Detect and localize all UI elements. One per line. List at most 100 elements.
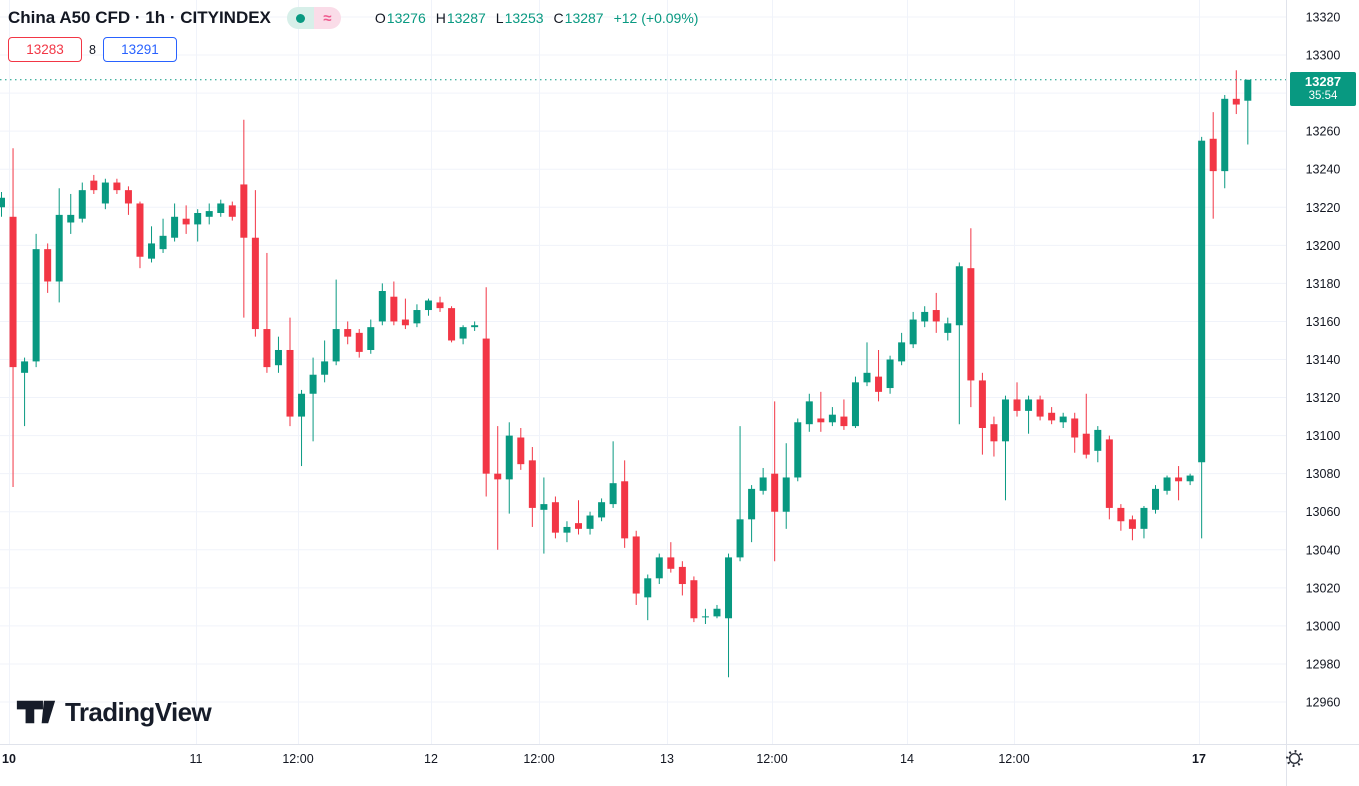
candle-body <box>182 218 190 225</box>
candle-body <box>528 460 536 508</box>
price-axis-label[interactable]: 13000 <box>1306 619 1341 633</box>
candle-body <box>1163 477 1171 491</box>
time-axis-label[interactable]: 12:00 <box>756 752 787 766</box>
price-axis-label[interactable]: 13300 <box>1306 49 1341 63</box>
candle-body <box>9 216 17 368</box>
open-label: O <box>374 10 386 26</box>
market-status-dot-icon <box>295 13 305 23</box>
time-axis-label[interactable]: 13 <box>660 752 674 766</box>
price-axis-label[interactable]: 12980 <box>1306 657 1341 671</box>
candle-body <box>55 214 63 282</box>
candle-body <box>517 437 525 465</box>
time-axis-label[interactable]: 12:00 <box>998 752 1029 766</box>
price-axis-label[interactable]: 13320 <box>1306 11 1341 25</box>
candle-body <box>1232 98 1240 105</box>
price-axis-label[interactable]: 13060 <box>1306 505 1341 519</box>
time-axis-label[interactable]: 17 <box>1192 752 1206 766</box>
candle-body <box>678 566 686 585</box>
symbol-title[interactable]: China A50 CFD · 1h · CITYINDEX <box>8 8 271 27</box>
candle-body <box>1209 138 1217 172</box>
price-axis-label[interactable]: 12960 <box>1306 696 1341 710</box>
high-label: H <box>435 10 446 26</box>
candle-body <box>898 342 906 362</box>
gear-icon <box>1286 750 1303 767</box>
time-axis-label[interactable]: 12:00 <box>523 752 554 766</box>
candle-body <box>828 414 836 423</box>
candle-body <box>713 608 721 617</box>
candle-body <box>1001 399 1009 442</box>
chart-header: China A50 CFD · 1h · CITYINDEX ≈ O 13276 … <box>8 7 698 29</box>
candle-body <box>436 302 444 309</box>
candle-body <box>1186 475 1194 482</box>
candle-body <box>540 504 548 510</box>
candle-body <box>1013 399 1021 411</box>
candle-body <box>21 361 29 373</box>
candle-body <box>194 212 202 225</box>
time-axis-settings-button[interactable] <box>1284 748 1305 769</box>
candle-body <box>944 323 952 333</box>
price-axis-label[interactable]: 13180 <box>1306 277 1341 291</box>
bar-countdown: 35:54 <box>1308 89 1338 102</box>
open-value: 13276 <box>386 10 426 26</box>
candle-body <box>344 329 352 337</box>
price-axis-label[interactable]: 13020 <box>1306 581 1341 595</box>
price-axis-label[interactable]: 13220 <box>1306 201 1341 215</box>
candle-body <box>690 580 698 619</box>
candle-body <box>321 361 329 375</box>
candle-body <box>332 329 340 362</box>
high-value: 13287 <box>446 10 486 26</box>
low-label: L <box>495 10 504 26</box>
candle-body <box>448 308 456 341</box>
candle-body <box>875 376 883 392</box>
price-axis-label[interactable]: 13040 <box>1306 543 1341 557</box>
ohlc-readout: O 13276 H 13287 L 13253 C 13287 +12 (+0.09%) <box>375 10 699 26</box>
price-axis-label[interactable]: 13120 <box>1306 391 1341 405</box>
low-value: 13253 <box>504 10 544 26</box>
candle-body <box>1117 507 1125 522</box>
candle-body <box>413 310 421 324</box>
bid-ask-row: 13283 8 13291 <box>8 37 177 62</box>
candle-body <box>148 243 156 259</box>
candle-body <box>217 203 225 213</box>
candle-body <box>851 382 859 427</box>
candle-body <box>909 319 917 345</box>
candle-body <box>748 488 756 520</box>
candle-body <box>1048 412 1056 421</box>
candle-body <box>955 266 963 326</box>
price-axis-label[interactable]: 13160 <box>1306 315 1341 329</box>
candle-body <box>78 190 86 219</box>
price-axis-label[interactable]: 13100 <box>1306 429 1341 443</box>
tradingview-logo-icon <box>16 700 56 724</box>
price-axis-label[interactable]: 13140 <box>1306 353 1341 367</box>
candle-body <box>1198 140 1206 463</box>
candle-body <box>644 578 652 598</box>
time-axis-label[interactable]: 12 <box>424 752 438 766</box>
candle-body <box>471 325 479 328</box>
spread-value: 8 <box>89 42 96 57</box>
candle-body <box>805 401 813 425</box>
candle-body <box>90 180 98 191</box>
candle-body <box>32 249 40 362</box>
tradingview-watermark[interactable]: TradingView <box>16 696 212 728</box>
candle-body <box>990 424 998 442</box>
price-axis-label[interactable]: 13080 <box>1306 467 1341 481</box>
candle-body <box>586 515 594 529</box>
time-axis-label[interactable]: 11 <box>190 752 203 766</box>
candle-body <box>401 319 409 326</box>
candle-body <box>632 536 640 594</box>
candle-body <box>621 481 629 539</box>
time-axis-label[interactable]: 12:00 <box>282 752 313 766</box>
sell-button[interactable]: 13283 <box>8 37 82 62</box>
candle-body <box>1036 399 1044 417</box>
market-status-toggle[interactable]: ≈ <box>286 7 341 29</box>
price-axis-label[interactable]: 13200 <box>1306 239 1341 253</box>
time-axis-label[interactable]: 14 <box>900 752 914 766</box>
time-axis-label[interactable]: 10 <box>2 752 16 766</box>
candle-body <box>390 296 398 322</box>
current-price-label: 13287 35:54 <box>1290 72 1356 106</box>
buy-button[interactable]: 13291 <box>102 37 177 62</box>
price-axis-label[interactable]: 13260 <box>1306 125 1341 139</box>
price-axis-label[interactable]: 13240 <box>1306 163 1341 177</box>
